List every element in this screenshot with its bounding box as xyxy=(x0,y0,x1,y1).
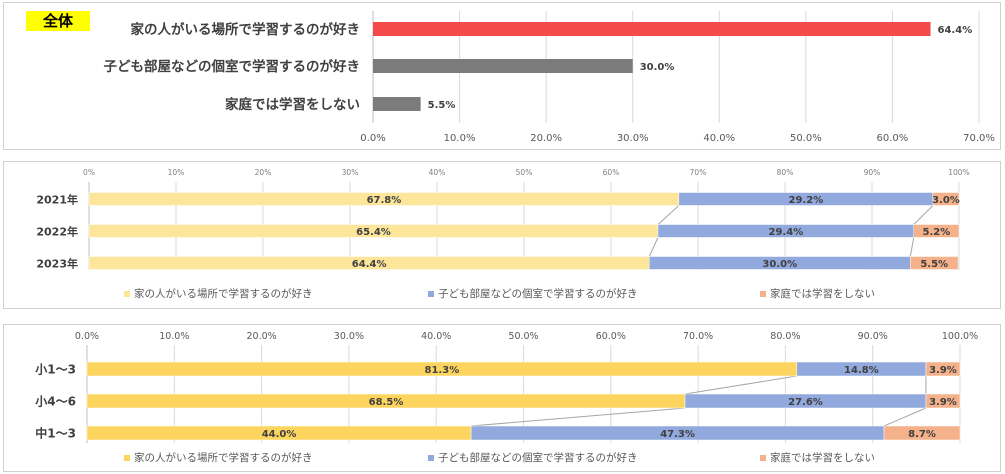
legend-swatch xyxy=(124,455,130,461)
x-tick-label: 0.0% xyxy=(360,133,385,144)
x-tick-label: 30.0% xyxy=(617,133,649,144)
legend-label: 子ども部屋などの個室で学習するのが好き xyxy=(438,451,638,464)
x-tick-label: 60.0% xyxy=(877,133,909,144)
data-label: 65.4% xyxy=(356,227,391,238)
data-label: 8.7% xyxy=(908,429,936,440)
data-label: 5.2% xyxy=(923,227,951,238)
bar-segment xyxy=(925,361,961,377)
legend-swatch xyxy=(428,455,434,461)
x-tick-label: 70.0% xyxy=(963,133,995,144)
data-label: 29.4% xyxy=(769,227,804,238)
x-tick-label: 60.0% xyxy=(596,331,626,342)
series-line xyxy=(883,407,927,427)
legend-swatch xyxy=(760,455,766,461)
x-tick-label: 30.0% xyxy=(334,331,364,342)
x-tick-label: 40.0% xyxy=(703,133,735,144)
series-line xyxy=(909,237,915,257)
yearly-stacked-chart: 0% 10% 20% 30% 40% 50% 60% 70% 80% 90% 100% 2021年 67… xyxy=(36,168,969,300)
grade-stacked-chart: 0.0% 10.0% 20.0% 30.0% 40.0% 50.0% 60.0% 70.0% 8… xyxy=(35,331,978,464)
bar-segment xyxy=(932,192,960,206)
data-label: 3.0% xyxy=(932,195,960,206)
legend-label: 子ども部屋などの個室で学習するのが好き xyxy=(438,287,638,300)
series-line xyxy=(684,375,797,395)
bar-segment xyxy=(913,224,960,238)
x-tick-label: 20.0% xyxy=(247,331,277,342)
series-line xyxy=(657,205,680,225)
data-label: 44.0% xyxy=(262,429,297,440)
series-line xyxy=(471,407,686,427)
category-label: 家の人がいる場所で学習するのが好き xyxy=(131,21,361,38)
data-label: 30.0% xyxy=(762,259,797,270)
data-label: 3.9% xyxy=(929,397,957,408)
yearly-chart-panel: 0% 10% 20% 30% 40% 50% 60% 70% 80% 90% 100% 2021年 67… xyxy=(3,161,1001,309)
category-label: 家庭では学習をしない xyxy=(225,96,360,113)
data-label: 5.5% xyxy=(920,259,948,270)
legend-label: 家の人がいる場所で学習するのが好き xyxy=(134,451,313,464)
bar xyxy=(373,97,421,111)
x-tick-label: 10.0% xyxy=(159,331,189,342)
data-label: 30.0% xyxy=(640,62,675,73)
data-label: 14.8% xyxy=(844,365,879,376)
legend-swatch xyxy=(124,291,130,297)
x-tick-label: 90.0% xyxy=(858,331,888,342)
legend-label: 家庭では学習をしない xyxy=(770,287,875,300)
x-tick-label: 100% xyxy=(948,168,969,177)
x-tick-label: 10.0% xyxy=(444,133,476,144)
x-tick-label: 100.0% xyxy=(942,331,978,342)
data-label: 27.6% xyxy=(788,397,823,408)
data-label: 29.2% xyxy=(789,195,824,206)
x-tick-label: 20% xyxy=(255,168,272,177)
x-tick-label: 60% xyxy=(603,168,620,177)
data-label: 81.3% xyxy=(425,365,460,376)
x-tick-label: 50.0% xyxy=(790,133,822,144)
category-label: 2021年 xyxy=(36,193,78,207)
x-tick-label: 0.0% xyxy=(75,331,99,342)
x-tick-label: 0% xyxy=(83,168,95,177)
category-label: 小4～6 xyxy=(35,394,76,409)
legend-swatch xyxy=(428,291,434,297)
data-label: 68.5% xyxy=(369,397,404,408)
category-label: 2023年 xyxy=(36,257,78,271)
data-label: 64.4% xyxy=(938,25,973,36)
x-tick-label: 40% xyxy=(429,168,446,177)
data-label: 3.9% xyxy=(929,365,957,376)
category-label: 小1～3 xyxy=(35,362,76,377)
x-tick-label: 80% xyxy=(777,168,794,177)
data-label: 5.5% xyxy=(428,100,456,111)
series-line xyxy=(648,237,659,257)
bar xyxy=(373,22,931,36)
bar xyxy=(373,59,633,73)
x-tick-label: 50% xyxy=(516,168,533,177)
legend-swatch xyxy=(760,291,766,297)
series-line xyxy=(913,205,934,225)
x-tick-label: 30% xyxy=(342,168,359,177)
overall-badge: 全体 xyxy=(26,11,90,31)
x-tick-label: 10% xyxy=(168,168,185,177)
data-label: 67.8% xyxy=(367,195,402,206)
data-label: 64.4% xyxy=(352,259,387,270)
legend-label: 家庭では学習をしない xyxy=(770,451,875,464)
x-tick-label: 20.0% xyxy=(530,133,562,144)
overall-bar-chart: 0.0% 10.0% 20.0% 30.0% 40.0% 50.0% 60.0% 70.0% 家… xyxy=(104,11,995,144)
bar-segment xyxy=(883,425,961,441)
category-label: 子ども部屋などの個室で学習するのが好き xyxy=(104,58,361,75)
x-tick-label: 40.0% xyxy=(421,331,451,342)
overall-chart-panel: 0.0% 10.0% 20.0% 30.0% 40.0% 50.0% 60.0% 70.0% 家… xyxy=(3,2,1001,150)
category-label: 2022年 xyxy=(36,225,78,239)
bar-segment xyxy=(910,256,959,270)
data-label: 47.3% xyxy=(660,429,695,440)
x-tick-label: 50.0% xyxy=(508,331,538,342)
x-tick-label: 70% xyxy=(690,168,707,177)
grade-chart-panel: 0.0% 10.0% 20.0% 30.0% 40.0% 50.0% 60.0% 70.0% 8… xyxy=(3,324,1001,472)
x-tick-label: 80.0% xyxy=(770,331,800,342)
x-tick-label: 70.0% xyxy=(683,331,713,342)
x-tick-label: 90% xyxy=(864,168,881,177)
bar-segment xyxy=(925,393,961,409)
category-label: 中1～3 xyxy=(35,426,76,441)
legend-label: 家の人がいる場所で学習するのが好き xyxy=(134,287,313,300)
